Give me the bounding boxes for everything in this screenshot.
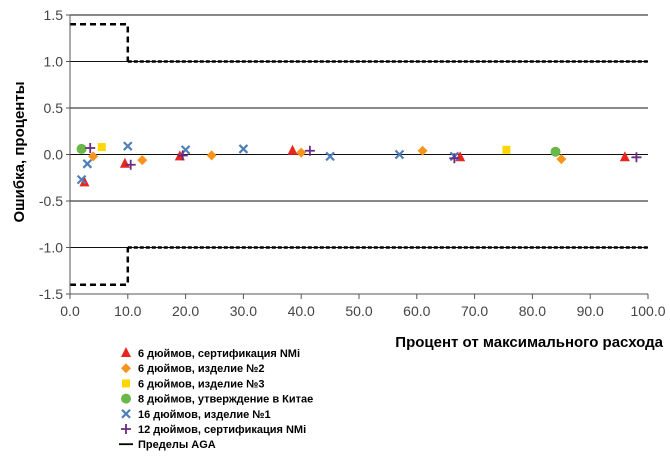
x-tick-label: 10.0: [114, 303, 141, 319]
series-6-point: [304, 145, 315, 156]
legend-label: 6 дюймов, изделие №3: [138, 378, 265, 390]
aga-limit-lower-dashed: [70, 247, 130, 286]
y-tick-label: -1.0: [39, 240, 63, 256]
series-3-point: [97, 143, 106, 152]
series-2-point: [137, 155, 148, 166]
legend-marker-6: [121, 424, 131, 434]
data-points: [76, 141, 642, 187]
legend-label: Пределы AGA: [138, 439, 216, 451]
legend-marker-2: [121, 363, 131, 374]
legend-marker-3: [122, 379, 130, 388]
x-tick-label: 70.0: [461, 303, 488, 319]
x-tick-label: 40.0: [288, 303, 315, 319]
x-tick-label: 90.0: [577, 303, 604, 319]
series-1-point: [619, 151, 630, 162]
legend-marker-5: [121, 409, 131, 419]
y-tick-label: -0.5: [39, 193, 63, 209]
x-tick-labels: 0.0 10.0 20.0 30.0 40.0 50.0 60.0 70.0 80.0 90.0 1…: [60, 303, 665, 319]
y-tick-labels: 1.5 1.0 0.5 0.0 -0.5 -1.0 -1.5: [39, 7, 63, 302]
x-axis-title: Процент от максимального расхода: [395, 334, 663, 351]
series-2-point: [88, 151, 99, 162]
series-4-point: [76, 143, 87, 154]
x-tick-label: 80.0: [519, 303, 546, 319]
legend-item-2: 6 дюймов, изделие №2: [121, 363, 265, 375]
series-3-point: [502, 145, 511, 154]
legend-item-5: 16 дюймов, изделие №1: [121, 409, 271, 421]
series-4-point: [550, 146, 561, 157]
series-5-point: [82, 159, 93, 169]
legend-marker-1: [121, 347, 131, 357]
y-tick-label: 0.0: [44, 147, 64, 163]
x-tick-label: 100.0: [630, 303, 665, 319]
legend-label: 6 дюймов, изделие №2: [138, 363, 265, 375]
series-6-point: [125, 159, 136, 170]
series-6-point: [449, 153, 460, 164]
series-2-point: [417, 145, 428, 156]
legend-item-1: 6 дюймов, сертификация NMi: [121, 347, 300, 360]
series-1-point: [119, 157, 130, 168]
aga-limit-lines: [70, 23, 648, 286]
x-tick-label: 20.0: [172, 303, 199, 319]
y-tick-label: -1.5: [39, 286, 63, 302]
legend-item-4: 8 дюймов, утверждение в Китае: [121, 393, 313, 406]
x-tick-label: 50.0: [345, 303, 372, 319]
legend-label: 12 дюймов, сертификация NMi: [138, 424, 306, 436]
series-6-point: [177, 150, 188, 161]
x-tick-label: 60.0: [403, 303, 430, 319]
legend-marker-4: [121, 393, 131, 404]
series-2-point: [296, 147, 307, 158]
x-tick-label: 30.0: [230, 303, 257, 319]
series-5-point: [76, 174, 87, 185]
series-2-point: [206, 150, 217, 161]
legend-label: 6 дюймов, сертификация NMi: [138, 348, 300, 360]
legend-label: 8 дюймов, утверждение в Китае: [138, 394, 313, 406]
y-axis-title: Ошибка, проценты: [11, 81, 28, 222]
aga-limit-upper-dashed: [70, 23, 130, 62]
axes: [66, 14, 649, 299]
y-tick-label: 1.5: [44, 7, 64, 23]
series-5-point: [325, 151, 335, 162]
series-5-point: [394, 149, 405, 160]
legend: 6 дюймов, сертификация NMi 6 дюймов, изде…: [119, 347, 313, 451]
legend-item-limits: Пределы AGA: [119, 439, 216, 451]
y-tick-label: 0.5: [44, 100, 64, 116]
x-tick-label: 0.0: [60, 303, 80, 319]
legend-label: 16 дюймов, изделие №1: [138, 409, 271, 421]
legend-item-6: 12 дюймов, сертификация NMi: [121, 424, 306, 436]
series-1-point: [287, 144, 298, 155]
series-5-point: [123, 141, 133, 151]
series-2-point: [556, 154, 567, 165]
series-6-point: [631, 152, 642, 163]
legend-item-3: 6 дюймов, изделие №3: [122, 378, 265, 390]
series-5-point: [238, 144, 249, 154]
y-tick-label: 1.0: [44, 54, 64, 70]
series-6-point: [85, 142, 96, 153]
